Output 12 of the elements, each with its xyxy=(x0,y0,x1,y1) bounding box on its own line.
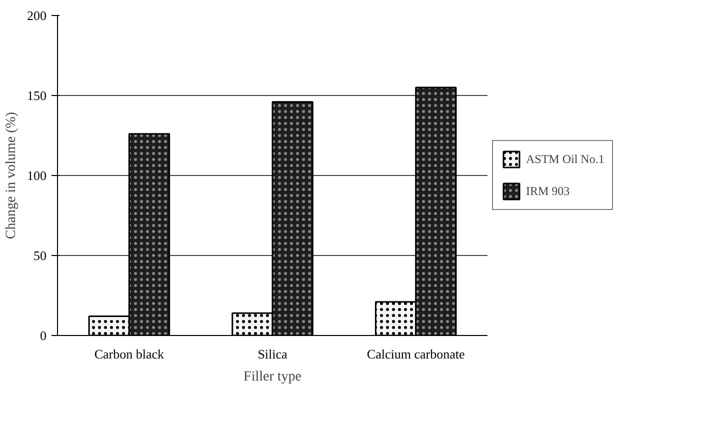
x-tick-label: Silica xyxy=(258,346,288,362)
legend-label: ASTM Oil No.1 xyxy=(526,152,604,166)
y-axis-title: Change in volume (%) xyxy=(4,112,19,240)
legend-label: IRM 903 xyxy=(526,184,570,198)
x-axis-title: Filler type xyxy=(244,370,302,384)
y-tick-label: 150 xyxy=(27,88,46,103)
y-tick-label: 100 xyxy=(27,168,46,183)
x-tick-label: Carbon black xyxy=(94,346,165,362)
y-tick-label: 50 xyxy=(34,248,46,263)
x-tick-label: Calcium carbonate xyxy=(366,346,465,362)
y-tick-label: 0 xyxy=(40,328,46,343)
y-tick-label: 200 xyxy=(27,8,46,23)
